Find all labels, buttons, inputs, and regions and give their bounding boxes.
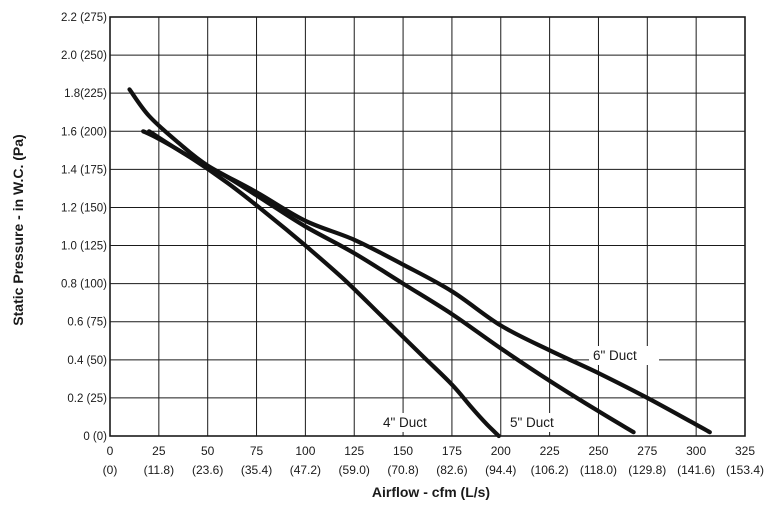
series-label-background xyxy=(379,413,449,432)
y-tick-label: 1.6 (200) xyxy=(61,126,107,138)
x-tick-label-cfm: 325 xyxy=(735,444,755,458)
x-tick-label-cfm: 50 xyxy=(201,444,215,458)
x-tick-label-ls: (70.8) xyxy=(387,463,418,477)
x-tick-label-ls: (23.6) xyxy=(192,463,223,477)
x-tick-label-cfm: 75 xyxy=(250,444,264,458)
y-tick-label: 0.4 (50) xyxy=(67,355,107,367)
y-tick-label: 0.8 (100) xyxy=(61,279,107,291)
x-tick-labels: 0 (0) 25 (11.8) 50 (23.6) 75 (35.4) 100 (47.2) 125… xyxy=(103,444,764,477)
plot-frame xyxy=(109,16,746,437)
x-tick-label-cfm: 225 xyxy=(540,444,560,458)
y-tick-label: 2.0 (250) xyxy=(61,50,107,62)
series-label: 5" Duct xyxy=(510,415,554,430)
x-tick-label-ls: (118.0) xyxy=(580,463,617,477)
series-label: 6" Duct xyxy=(593,348,637,363)
x-tick-label-ls: (47.2) xyxy=(290,463,321,477)
y-tick-label: 2.2 (275) xyxy=(61,12,107,24)
series-labels: 4" Duct 5" Duct 6" Duct xyxy=(379,346,659,432)
x-tick-label-ls: (82.6) xyxy=(436,463,467,477)
x-tick-label-cfm: 275 xyxy=(637,444,657,458)
y-tick-label: 1.2 (150) xyxy=(61,202,107,214)
x-tick-label-cfm: 100 xyxy=(295,444,315,458)
y-tick-label: 0.6 (75) xyxy=(67,317,107,329)
series-label-background xyxy=(506,413,576,432)
series-line-6-inch-duct xyxy=(127,87,712,435)
x-tick-label-ls: (153.4) xyxy=(726,463,764,477)
x-tick-label-cfm: 0 xyxy=(107,444,114,458)
x-tick-label-cfm: 300 xyxy=(686,444,706,458)
x-tick-label-ls: (0) xyxy=(103,463,118,477)
x-tick-label-cfm: 125 xyxy=(344,444,364,458)
y-tick-label: 1.4 (175) xyxy=(61,164,107,176)
series-label-background xyxy=(589,346,659,365)
x-tick-label-ls: (94.4) xyxy=(485,463,516,477)
x-tick-label-cfm: 25 xyxy=(152,444,166,458)
x-tick-label-ls: (35.4) xyxy=(241,463,272,477)
y-tick-label: 1.0 (125) xyxy=(61,241,107,253)
x-tick-label-ls: (11.8) xyxy=(144,463,174,477)
y-tick-label: 0 (0) xyxy=(83,431,107,443)
x-tick-label-cfm: 150 xyxy=(393,444,413,458)
x-tick-label-ls: (106.2) xyxy=(531,463,569,477)
x-axis-title: Airflow - cfm (L/s) xyxy=(372,484,490,500)
x-tick-label-cfm: 200 xyxy=(491,444,511,458)
x-tick-label-ls: (59.0) xyxy=(339,463,370,477)
x-tick-label-ls: (129.8) xyxy=(628,463,666,477)
y-axis-title: Static Pressure - in W.C. (Pa) xyxy=(10,134,26,325)
x-tick-label-cfm: 250 xyxy=(588,444,608,458)
x-tick-label-cfm: 175 xyxy=(442,444,462,458)
x-tick-label-ls: (141.6) xyxy=(677,463,715,477)
y-tick-label: 1.8(225) xyxy=(64,88,107,100)
series-label: 4" Duct xyxy=(383,415,427,430)
y-tick-labels: 0 (0) 0.2 (25) 0.4 (50) 0.6 (75) 0.8 (100) 1.… xyxy=(61,12,107,443)
grid xyxy=(109,16,746,437)
y-tick-label: 0.2 (25) xyxy=(67,393,107,405)
series-curves xyxy=(127,87,712,439)
